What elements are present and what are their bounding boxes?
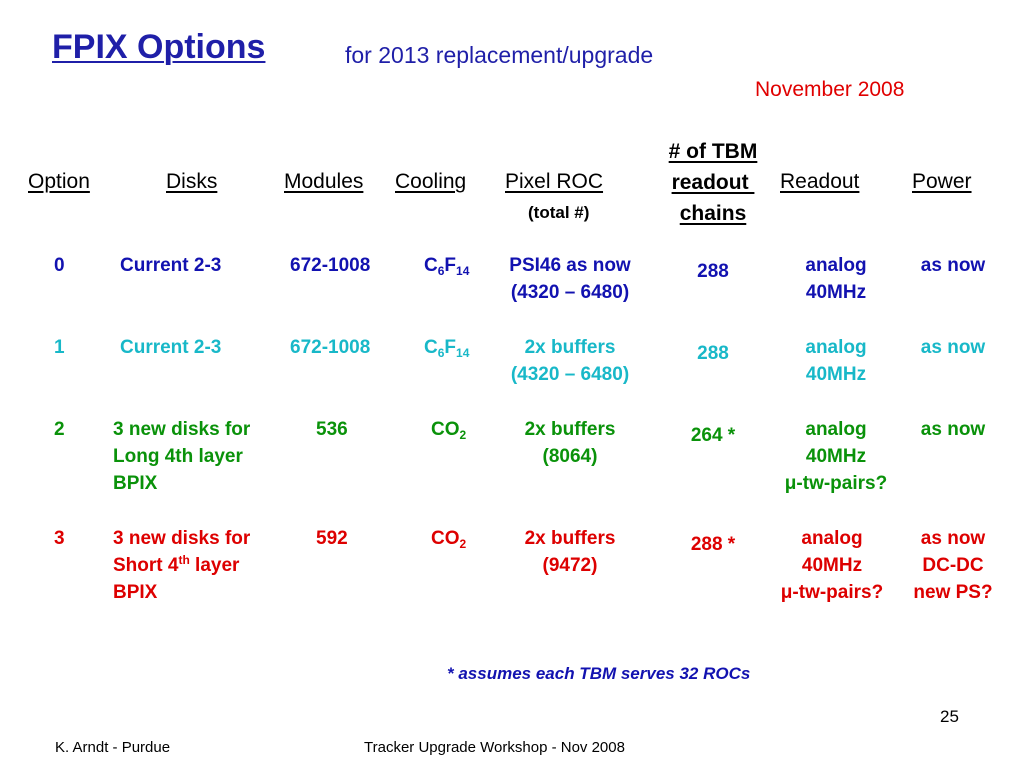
header-pixel-roc: Pixel ROC bbox=[505, 170, 604, 193]
row-1-tbm: 288 bbox=[697, 343, 729, 364]
row-0-modules: 672-1008 bbox=[290, 255, 371, 276]
row-3-readout: analog 40MHz μ-tw-pairs? bbox=[780, 528, 884, 603]
header-cooling: Cooling bbox=[395, 170, 467, 193]
slide-title: FPIX Options bbox=[52, 28, 266, 66]
row-1-option: 1 bbox=[54, 337, 65, 358]
row-2-option: 2 bbox=[54, 419, 65, 440]
row-2-readout: analog 40MHz μ-tw-pairs? bbox=[784, 419, 888, 494]
row-3-cooling: CO2 bbox=[431, 528, 467, 551]
row-1-cooling: C6F14 bbox=[424, 337, 470, 360]
row-0-readout: analog 40MHz bbox=[805, 255, 867, 303]
row-3-tbm: 288 * bbox=[690, 534, 736, 555]
row-2-tbm: 264 * bbox=[690, 425, 736, 446]
row-0-tbm: 288 bbox=[697, 261, 729, 282]
header-tbm-line2: readout bbox=[671, 171, 755, 194]
header-tbm: # of TBM readout chains bbox=[650, 136, 776, 229]
header-power: Power bbox=[912, 170, 972, 193]
row-0-power: as now bbox=[920, 255, 986, 276]
row-0-pixel-roc: PSI46 as now (4320 – 6480) bbox=[509, 255, 631, 303]
row-1-power: as now bbox=[920, 337, 986, 358]
slide-subtitle: for 2013 replacement/upgrade bbox=[345, 42, 654, 68]
row-3-disks: 3 new disks for Short 4th layer BPIX bbox=[113, 528, 251, 603]
row-1-pixel-roc: 2x buffers (4320 – 6480) bbox=[510, 337, 630, 385]
footer-event: Tracker Upgrade Workshop - Nov 2008 bbox=[364, 739, 625, 756]
row-3-power: as now DC-DC new PS? bbox=[913, 528, 993, 603]
footer-author: K. Arndt - Purdue bbox=[55, 739, 171, 756]
row-3-option: 3 bbox=[54, 528, 65, 549]
header-tbm-line1: # of TBM bbox=[668, 140, 758, 163]
header-modules: Modules bbox=[284, 170, 364, 193]
row-2-disks: 3 new disks for Long 4th layer BPIX bbox=[113, 419, 251, 494]
row-2-cooling: CO2 bbox=[431, 419, 467, 442]
row-1-readout: analog 40MHz bbox=[805, 337, 867, 385]
row-1-disks: Current 2-3 bbox=[120, 337, 222, 358]
row-0-cooling: C6F14 bbox=[424, 255, 470, 278]
row-0-disks: Current 2-3 bbox=[120, 255, 222, 276]
header-readout: Readout bbox=[780, 170, 860, 193]
row-2-modules: 536 bbox=[316, 419, 348, 440]
row-2-power: as now bbox=[920, 419, 986, 440]
row-1-modules: 672-1008 bbox=[290, 337, 371, 358]
row-2-pixel-roc: 2x buffers (8064) bbox=[524, 419, 616, 467]
page-number: 25 bbox=[940, 707, 959, 726]
header-tbm-line3: chains bbox=[679, 202, 747, 225]
header-pixel-roc-sub: (total #) bbox=[528, 203, 590, 222]
slide-date: November 2008 bbox=[755, 78, 905, 101]
row-0-option: 0 bbox=[54, 255, 65, 276]
header-disks: Disks bbox=[166, 170, 218, 193]
row-3-pixel-roc: 2x buffers (9472) bbox=[524, 528, 616, 576]
header-option: Option bbox=[28, 170, 90, 193]
row-3-modules: 592 bbox=[316, 528, 348, 549]
footnote: * assumes each TBM serves 32 ROCs bbox=[447, 664, 751, 683]
